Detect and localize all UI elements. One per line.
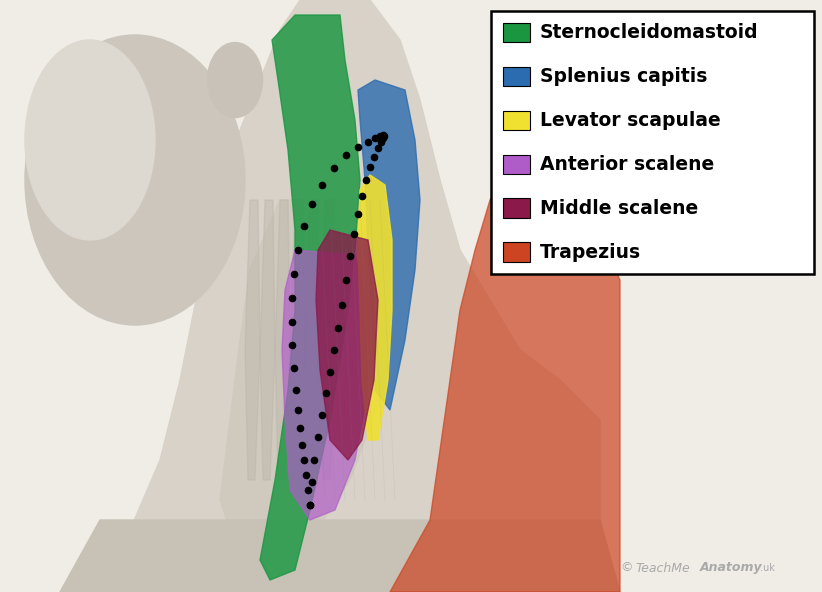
Polygon shape: [60, 0, 600, 592]
Polygon shape: [220, 200, 380, 560]
Polygon shape: [316, 230, 378, 460]
Polygon shape: [358, 80, 420, 410]
Ellipse shape: [25, 40, 155, 240]
Bar: [503, 111, 530, 130]
Polygon shape: [60, 520, 620, 592]
Polygon shape: [245, 200, 260, 480]
Polygon shape: [260, 200, 275, 480]
Text: Splenius capitis: Splenius capitis: [540, 67, 707, 86]
Text: TeachMe: TeachMe: [635, 561, 690, 574]
Polygon shape: [260, 15, 360, 580]
Bar: [503, 242, 530, 262]
Text: Levator scapulae: Levator scapulae: [540, 111, 721, 130]
Polygon shape: [282, 250, 370, 520]
Bar: [503, 198, 530, 218]
Text: ©: ©: [620, 561, 632, 574]
Text: Anterior scalene: Anterior scalene: [540, 155, 714, 174]
Ellipse shape: [207, 43, 262, 117]
Ellipse shape: [25, 35, 245, 325]
Polygon shape: [390, 140, 620, 592]
Polygon shape: [290, 200, 305, 480]
Polygon shape: [275, 200, 290, 480]
Text: Middle scalene: Middle scalene: [540, 199, 698, 218]
Text: Trapezius: Trapezius: [540, 243, 641, 262]
Bar: [491, 11, 814, 274]
Text: Anatomy: Anatomy: [700, 561, 763, 574]
Polygon shape: [305, 200, 320, 480]
Bar: [503, 155, 530, 174]
Bar: [503, 23, 530, 43]
Polygon shape: [358, 175, 392, 440]
Text: Sternocleidomastoid: Sternocleidomastoid: [540, 23, 759, 42]
Text: .uk: .uk: [760, 563, 775, 573]
Bar: [503, 67, 530, 86]
Polygon shape: [320, 200, 335, 480]
